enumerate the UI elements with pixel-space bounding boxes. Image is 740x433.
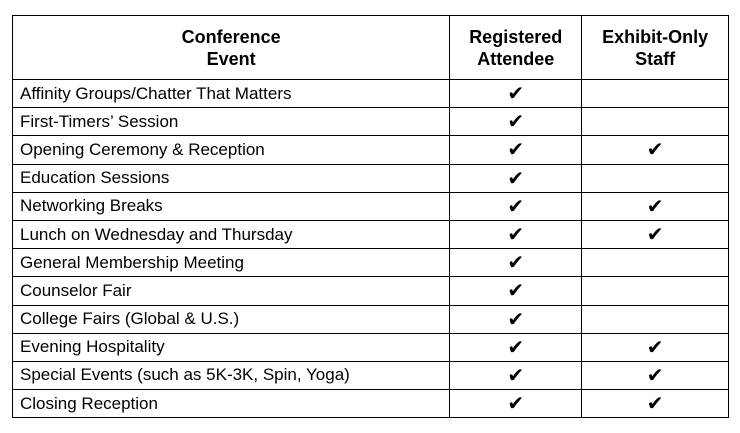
exhibit-cell: ✔ xyxy=(581,332,729,362)
exhibit-cell xyxy=(581,304,729,334)
header-line: Attendee xyxy=(477,48,555,69)
exhibit-cell: ✔ xyxy=(581,360,729,391)
header-exhibit-only-staff: Exhibit-Only Staff xyxy=(581,15,729,80)
checkmark-icon: ✔ xyxy=(646,336,664,359)
checkmark-icon: ✔ xyxy=(646,224,664,247)
table-row: Networking Breaks ✔ ✔ xyxy=(11,191,729,221)
checkmark-icon: ✔ xyxy=(507,252,525,275)
exhibit-cell: ✔ xyxy=(581,191,729,221)
exhibit-cell xyxy=(581,276,729,306)
checkmark-icon: ✔ xyxy=(507,393,525,416)
event-name: Special Events (such as 5K-3K, Spin, Yog… xyxy=(11,360,451,391)
table-row: Lunch on Wednesday and Thursday ✔ ✔ xyxy=(11,219,729,250)
registered-cell: ✔ xyxy=(449,332,583,362)
checkmark-icon: ✔ xyxy=(646,195,664,218)
event-access-table: Conference Event Registered Attendee Exhib… xyxy=(11,15,729,419)
registered-cell: ✔ xyxy=(449,107,583,137)
table-row: General Membership Meeting ✔ xyxy=(11,248,729,278)
event-name: Lunch on Wednesday and Thursday xyxy=(11,219,451,250)
event-name: Opening Ceremony & Reception xyxy=(11,135,451,165)
registered-cell: ✔ xyxy=(449,78,583,109)
checkmark-icon: ✔ xyxy=(507,139,525,162)
exhibit-cell xyxy=(581,163,729,193)
table-row: College Fairs (Global & U.S.) ✔ xyxy=(11,304,729,334)
event-name: Affinity Groups/Chatter That Matters xyxy=(11,78,451,109)
event-name: Evening Hospitality xyxy=(11,332,451,362)
checkmark-icon: ✔ xyxy=(507,280,525,303)
table-row: Education Sessions ✔ xyxy=(11,163,729,193)
table-row: Affinity Groups/Chatter That Matters ✔ xyxy=(11,78,729,109)
table-row: Closing Reception ✔ ✔ xyxy=(11,389,729,419)
event-name: Networking Breaks xyxy=(11,191,451,221)
registered-cell: ✔ xyxy=(449,276,583,306)
exhibit-cell xyxy=(581,248,729,278)
header-registered-attendee: Registered Attendee xyxy=(449,15,583,80)
checkmark-icon: ✔ xyxy=(507,195,525,218)
registered-cell: ✔ xyxy=(449,248,583,278)
exhibit-cell: ✔ xyxy=(581,389,729,419)
table-row: Counselor Fair ✔ xyxy=(11,276,729,306)
registered-cell: ✔ xyxy=(449,304,583,334)
registered-cell: ✔ xyxy=(449,360,583,391)
table-row: Evening Hospitality ✔ ✔ xyxy=(11,332,729,362)
table-row: First-Timers’ Session ✔ xyxy=(11,107,729,137)
exhibit-cell xyxy=(581,107,729,137)
header-line: Exhibit-Only xyxy=(602,26,709,47)
event-name: College Fairs (Global & U.S.) xyxy=(11,304,451,334)
checkmark-icon: ✔ xyxy=(646,364,664,387)
header-line: Event xyxy=(206,48,256,69)
exhibit-cell: ✔ xyxy=(581,135,729,165)
checkmark-icon: ✔ xyxy=(507,308,525,331)
table-row: Opening Ceremony & Reception ✔ ✔ xyxy=(11,135,729,165)
registered-cell: ✔ xyxy=(449,219,583,250)
event-name: First-Timers’ Session xyxy=(11,107,451,137)
registered-cell: ✔ xyxy=(449,163,583,193)
event-name: Counselor Fair xyxy=(11,276,451,306)
exhibit-cell: ✔ xyxy=(581,219,729,250)
event-name: Closing Reception xyxy=(11,389,451,419)
header-line: Registered xyxy=(469,26,563,47)
checkmark-icon: ✔ xyxy=(646,139,664,162)
checkmark-icon: ✔ xyxy=(507,167,525,190)
checkmark-icon: ✔ xyxy=(507,364,525,387)
exhibit-cell xyxy=(581,78,729,109)
registered-cell: ✔ xyxy=(449,135,583,165)
table-row: Special Events (such as 5K-3K, Spin, Yog… xyxy=(11,360,729,391)
registered-cell: ✔ xyxy=(449,389,583,419)
registered-cell: ✔ xyxy=(449,191,583,221)
header-line: Conference xyxy=(181,26,281,47)
checkmark-icon: ✔ xyxy=(646,393,664,416)
header-row: Conference Event Registered Attendee Exhib… xyxy=(11,15,729,80)
header-line: Staff xyxy=(635,48,676,69)
event-name: General Membership Meeting xyxy=(11,248,451,278)
checkmark-icon: ✔ xyxy=(507,336,525,359)
header-conference-event: Conference Event xyxy=(11,15,451,80)
checkmark-icon: ✔ xyxy=(507,224,525,247)
event-name: Education Sessions xyxy=(11,163,451,193)
checkmark-icon: ✔ xyxy=(507,111,525,134)
checkmark-icon: ✔ xyxy=(507,83,525,106)
